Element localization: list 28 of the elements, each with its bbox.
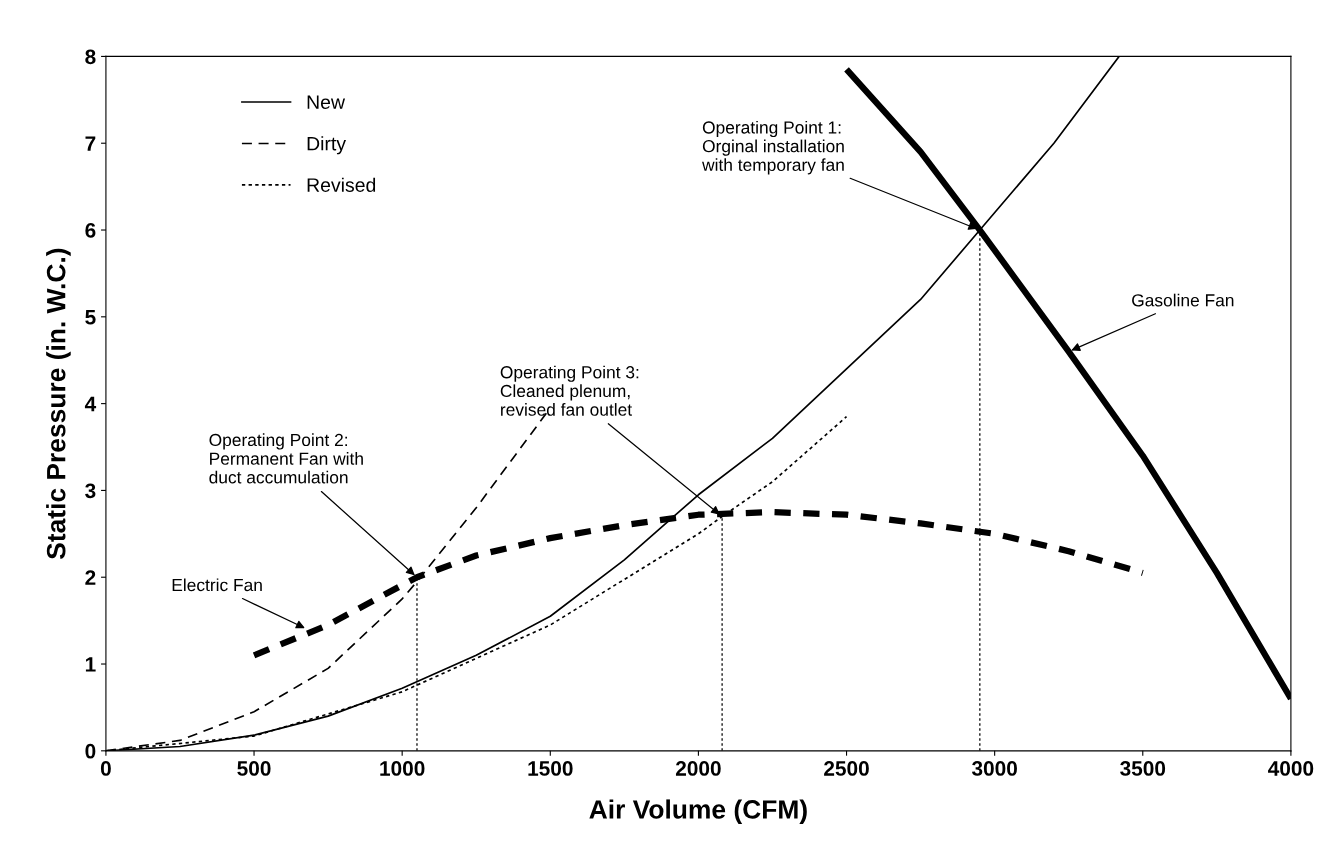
x-tick-label: 1000 bbox=[380, 761, 425, 776]
x-tick-label: 2500 bbox=[824, 761, 869, 776]
y-axis-title: Static Pressure (in. W.C.) bbox=[46, 248, 71, 560]
annotation: Operating Point 3: Cleaned plenum, revised fan outlet bbox=[500, 365, 639, 416]
x-tick-label: 500 bbox=[237, 761, 271, 776]
annotation: Gasoline Fan bbox=[1132, 293, 1234, 307]
y-tick-label: 4 bbox=[84, 396, 97, 412]
annotation: Operating Point 2: Permanent Fan with duct accumulation bbox=[209, 433, 363, 484]
y-tick-label: 7 bbox=[85, 136, 96, 151]
x-tick-label: 0 bbox=[100, 761, 111, 776]
x-tick-label: 1500 bbox=[528, 761, 573, 776]
legend-label: Revised bbox=[307, 177, 376, 192]
x-tick-label: 3500 bbox=[1120, 761, 1166, 776]
legend-label: New bbox=[307, 95, 346, 110]
x-tick-label: 3000 bbox=[971, 761, 1017, 776]
y-tick-label: 8 bbox=[85, 49, 96, 65]
x-tick-label: 4000 bbox=[1268, 761, 1314, 776]
y-tick-label: 5 bbox=[85, 310, 96, 325]
y-tick-label: 3 bbox=[85, 483, 96, 499]
x-axis-title: Air Volume (CFM) bbox=[589, 799, 807, 825]
y-tick-label: 6 bbox=[85, 223, 96, 238]
y-tick-label: 1 bbox=[85, 657, 96, 672]
annotation: Operating Point 1: Orginal installation with temporary fan bbox=[702, 120, 844, 175]
annotation: Electric Fan bbox=[172, 578, 262, 592]
y-tick-label: 2 bbox=[85, 570, 96, 585]
legend-label: Dirty bbox=[307, 136, 347, 155]
x-tick-label: 2000 bbox=[675, 761, 721, 776]
y-tick-label: 0 bbox=[85, 743, 96, 759]
